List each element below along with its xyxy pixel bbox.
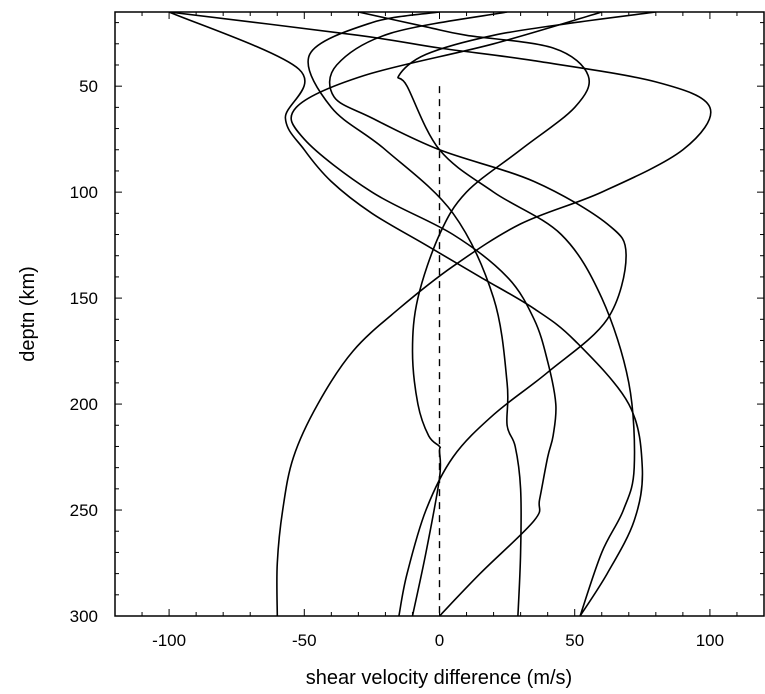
y-tick-label: 100 [70,183,98,202]
y-tick-label: 200 [70,395,98,414]
series-line-3 [307,12,522,616]
x-tick-label: 0 [435,631,444,650]
series-line-7 [290,12,603,616]
axis-ticks [115,12,764,617]
y-tick-label: 300 [70,607,98,626]
y-tick-label: 50 [79,77,98,96]
series-line-6 [168,12,644,616]
y-tick-labels: 50 100 150 200 250 300 [70,77,98,626]
x-axis-label: shear velocity difference (m/s) [306,667,572,689]
x-tick-label: 50 [565,631,584,650]
y-tick-label: 150 [70,289,98,308]
x-tick-label: 100 [696,631,724,650]
x-tick-label: -100 [152,631,186,650]
series-line-1 [169,12,712,616]
x-tick-labels: -100 -50 0 50 100 [152,631,724,650]
y-tick-label: 250 [70,501,98,520]
x-tick-label: -50 [292,631,317,650]
series-line-4 [397,12,656,616]
y-axis-label: deptn (km) [17,266,39,362]
data-curves [168,12,712,616]
series-line-5 [328,12,627,616]
